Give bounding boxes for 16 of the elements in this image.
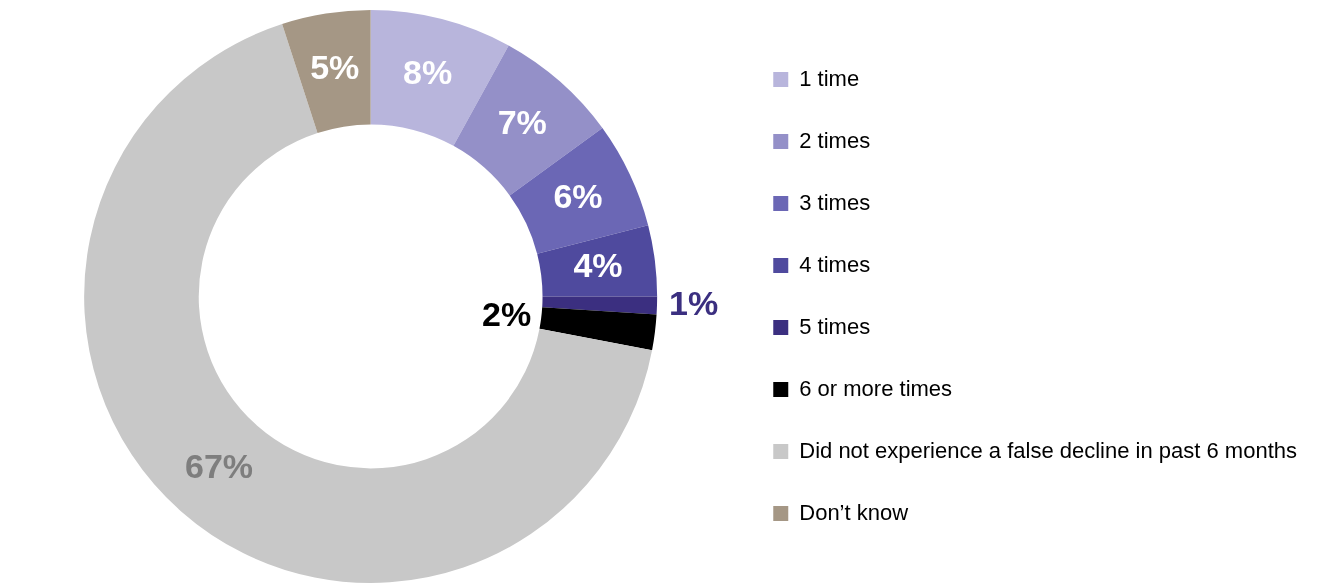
data-label: 6% xyxy=(553,177,603,216)
legend-label: 3 times xyxy=(799,189,871,215)
data-label: 7% xyxy=(497,102,547,141)
data-label: 67% xyxy=(185,446,254,485)
legend-label: Don’t know xyxy=(799,499,909,525)
legend-label: 2 times xyxy=(799,127,871,153)
legend-label: 6 or more times xyxy=(799,375,953,401)
legend-label: 1 time xyxy=(799,65,860,91)
data-label: 1% xyxy=(668,284,719,323)
legend-label: 5 times xyxy=(799,313,871,339)
data-label: 2% xyxy=(482,295,532,334)
legend-label: Did not experience a false decline in past 6 months xyxy=(799,437,1298,463)
legend-label: 4 times xyxy=(799,251,871,277)
data-label: 8% xyxy=(403,52,453,91)
data-label: 4% xyxy=(573,246,623,285)
data-label: 5% xyxy=(310,48,360,87)
